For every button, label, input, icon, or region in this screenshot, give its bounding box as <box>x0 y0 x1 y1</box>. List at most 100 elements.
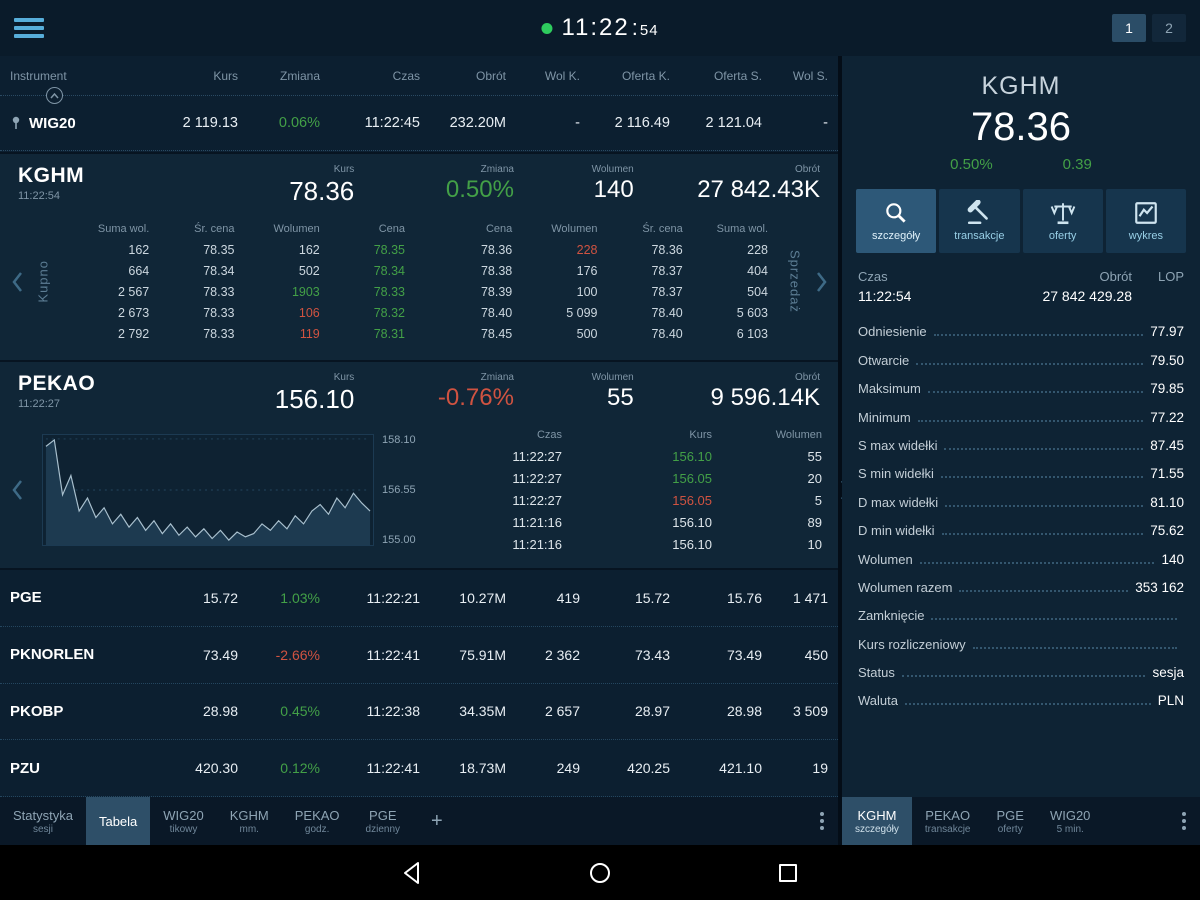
tab-pekao-godz[interactable]: PEKAO godz. <box>282 797 353 845</box>
chevron-right-icon[interactable] <box>808 271 834 293</box>
quote-row-pge[interactable]: PGE 15.72 1.03% 11:22:21 10.27M 419 15.7… <box>0 570 838 627</box>
transactions-view-button[interactable]: transakcje <box>939 189 1020 253</box>
detail-label: Waluta <box>858 693 898 709</box>
detail-row: Minimum 77.22 <box>858 401 1184 429</box>
tab-kghm-mm[interactable]: KGHM mm. <box>217 797 282 845</box>
quote-row-pknorlen[interactable]: PKNORLEN 73.49 -2.66% 11:22:41 75.91M 2 … <box>0 627 838 684</box>
tab-kghm-szczegoly[interactable]: KGHM szczegóły <box>842 797 912 845</box>
tab-tabela[interactable]: Tabela <box>85 797 151 845</box>
detail-label: Kurs rozliczeniowy <box>858 636 966 652</box>
bid-cell: 78.34 <box>373 263 405 278</box>
detail-label: S min widełki <box>858 466 934 482</box>
tab-statystyka-sesji[interactable]: Statystyka sesji <box>0 797 86 845</box>
button-label: szczegóły <box>871 230 921 242</box>
chart-view-button[interactable]: wykres <box>1105 189 1186 253</box>
bid-cell: 502 <box>298 263 320 278</box>
ask-cell[interactable]: 78.38 <box>480 263 513 278</box>
cell-oferta-k: 28.97 <box>634 703 670 720</box>
tab-sublabel: transakcje <box>924 823 971 835</box>
quote-row-pzu[interactable]: PZU 420.30 0.12% 11:22:41 18.73M 249 420… <box>0 740 838 797</box>
ask-cell: 78.37 <box>651 263 683 278</box>
clock-seconds: 54 <box>639 22 659 39</box>
back-button[interactable] <box>392 853 432 893</box>
wolumen-label: Wolumen <box>591 372 634 383</box>
tx-cell: 156.05 <box>672 492 712 508</box>
quote-row-pkobp[interactable]: PKOBP 28.98 0.45% 11:22:38 34.35M 2 657 … <box>0 684 838 741</box>
wig20-wol-k: - <box>575 115 580 131</box>
zmiana-label: Zmiana <box>480 164 514 175</box>
page-button-1[interactable]: 1 <box>1112 14 1146 42</box>
detail-instrument-name: KGHM <box>981 72 1061 100</box>
collapse-toggle-icon[interactable] <box>46 87 63 104</box>
ask-cell: 228 <box>747 242 768 257</box>
chevron-left-icon[interactable] <box>4 271 30 293</box>
detail-row: S min widełki 71.55 <box>858 458 1184 486</box>
pekao-summary: PEKAO 11:22:27 Kurs 156.10 Zmiana -0.76% W… <box>0 362 838 415</box>
cell-obrot: 18.73M <box>459 760 506 777</box>
recents-button[interactable] <box>768 853 808 893</box>
kghm-name: KGHM <box>18 164 85 187</box>
page-button-2[interactable]: 2 <box>1152 14 1186 42</box>
cell-wol-k: 2 657 <box>544 703 580 720</box>
home-icon <box>590 862 610 883</box>
wig20-kurs: 2 119.13 <box>182 115 238 131</box>
tab-label: Statystyka <box>13 807 73 823</box>
tab-label: Tabela <box>98 813 138 829</box>
chevron-left-icon[interactable] <box>4 479 30 501</box>
ask-cell[interactable]: 78.39 <box>480 284 513 299</box>
tab-label: WIG20 <box>163 807 204 823</box>
home-button[interactable] <box>580 853 620 893</box>
kghm-obrot: 27 842.43K <box>697 176 820 203</box>
cell-oferta-s: 73.49 <box>726 646 762 663</box>
offers-view-button[interactable]: oferty <box>1022 189 1103 253</box>
ask-cell[interactable]: 78.36 <box>480 242 513 257</box>
col-oferta-k: Oferta K. <box>621 68 670 83</box>
left-tab-bar: Statystyka sesji Tabela WIG20 tikowy KGH… <box>0 797 838 845</box>
detail-row: Maksimum 79.85 <box>858 373 1184 401</box>
bid-cell: 78.35 <box>203 242 235 257</box>
tab-sublabel: dzienny <box>365 823 401 835</box>
menu-icon[interactable] <box>14 14 44 42</box>
tab-wig20-tikowy[interactable]: WIG20 tikowy <box>150 797 216 845</box>
bid-cell[interactable]: 2 567 <box>117 284 150 299</box>
overflow-menu-icon[interactable] <box>806 797 838 845</box>
tab-label: KGHM <box>857 807 897 823</box>
add-tab-button[interactable]: + <box>431 809 443 832</box>
ask-cell[interactable]: 78.40 <box>480 305 513 320</box>
bid-cell[interactable]: 2 673 <box>117 305 150 320</box>
tab-pekao-transakcje[interactable]: PEKAO transakcje <box>912 797 984 845</box>
cell-oferta-s: 28.98 <box>726 703 762 720</box>
cell-czas: 11:22:21 <box>366 589 420 606</box>
cell-obrot: 75.91M <box>459 646 506 663</box>
ask-cell: 6 103 <box>736 326 768 341</box>
detail-row: Otwarcie 79.50 <box>858 344 1184 372</box>
tab-pge-dzienny[interactable]: PGE dzienny <box>353 797 413 845</box>
bid-col-sr-cena: Śr. cena <box>194 222 235 235</box>
tx-cell: 11:21:16 <box>512 536 562 552</box>
tab-pge-oferty[interactable]: PGE oferty <box>983 797 1036 845</box>
kurs-label: Kurs <box>333 372 355 383</box>
bid-cell[interactable]: 664 <box>128 263 150 278</box>
pin-icon <box>12 116 20 129</box>
bid-col-cena: Cena <box>378 222 405 235</box>
overflow-menu-icon[interactable] <box>1168 797 1200 845</box>
clock-colon: : <box>631 15 638 40</box>
tx-col-wolumen: Wolumen <box>775 428 822 441</box>
ask-cell[interactable]: 78.45 <box>480 326 513 341</box>
bid-cell[interactable]: 162 <box>128 242 150 257</box>
cell-oferta-s: 421.10 <box>719 760 762 777</box>
tab-wig20-5min[interactable]: WIG20 5 min. <box>1037 797 1103 845</box>
tab-sublabel: oferty <box>997 823 1023 835</box>
bid-cell[interactable]: 2 792 <box>117 326 150 341</box>
detail-value: 353 162 <box>1135 579 1184 595</box>
detail-label: D max widełki <box>858 494 939 510</box>
detail-view-buttons: szczegóły transakcje oferty wykres <box>842 189 1200 253</box>
details-view-button[interactable]: szczegóły <box>856 189 937 253</box>
cell-kurs: 15.72 <box>202 589 238 606</box>
watchlist-row-wig20[interactable]: WIG20 2 119.13 0.06% 11:22:45 232.20M - … <box>0 96 838 151</box>
detail-value: 87.45 <box>1150 437 1184 453</box>
cell-oferta-k: 73.43 <box>634 646 670 663</box>
kghm-orderbook: Kupno Suma wol. Śr. cena Wolumen Cena 16… <box>0 207 838 360</box>
detail-header: KGHM 78.36 0.50% 0.39 <box>842 56 1200 173</box>
